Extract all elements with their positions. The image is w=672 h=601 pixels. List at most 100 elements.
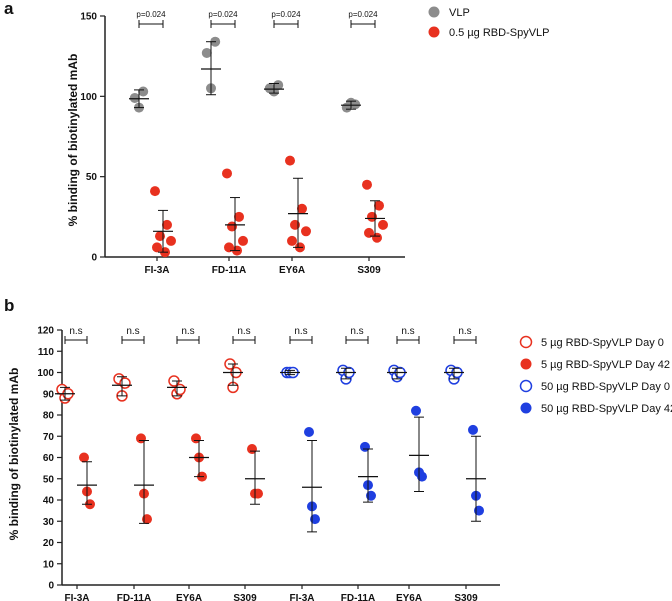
x-tick-label: FI-3A — [65, 593, 90, 601]
y-tick-label: 110 — [38, 347, 55, 358]
x-tick-label: S309 — [233, 593, 257, 601]
ns-label: n.s — [294, 326, 307, 337]
y-tick-label: 20 — [43, 538, 55, 549]
error-bar — [280, 369, 300, 376]
error-bar — [409, 416, 429, 492]
x-tick-label: FD-11A — [212, 265, 246, 276]
y-tick-label: 0 — [91, 253, 97, 264]
error-bar — [153, 209, 173, 253]
legend-marker — [428, 6, 440, 18]
error-bar — [77, 461, 97, 505]
rbd-spyvlp-point — [150, 186, 160, 197]
ns-label: n.s — [126, 326, 139, 337]
y-tick-label: 150 — [80, 12, 97, 23]
vlp-point — [273, 80, 284, 91]
error-bar — [55, 386, 75, 401]
p-value-label: p=0.024 — [208, 10, 238, 19]
x-tick-label: S309 — [454, 593, 478, 601]
error-bar — [201, 41, 221, 96]
vlp-point — [138, 86, 149, 97]
ns-label: n.s — [458, 326, 471, 337]
y-tick-label: 70 — [43, 432, 55, 443]
y-tick-label: 10 — [43, 559, 55, 570]
y-tick-label: 90 — [43, 389, 55, 400]
x-tick-label: EY6A — [176, 593, 202, 601]
x-tick-label: EY6A — [279, 265, 305, 276]
rbd-spyvlp-point — [234, 211, 244, 222]
legend-marker — [519, 335, 533, 349]
error-bar — [444, 367, 464, 380]
rbd-spyvlp-point — [374, 200, 384, 211]
error-bar — [189, 440, 209, 478]
rbd-spyvlp-point — [224, 242, 234, 253]
error-bar — [264, 82, 284, 94]
legend-label: 50 µg RBD-SpyVLP Day 0 — [541, 381, 670, 393]
rbd-spyvlp-point — [297, 203, 307, 214]
legend-label: 5 µg RBD-SpyVLP Day 0 — [541, 337, 664, 349]
rbd-spyvlp-point — [362, 179, 372, 190]
p-value-label: p=0.024 — [136, 10, 166, 19]
x-tick-label: EY6A — [396, 593, 422, 601]
y-tick-label: 80 — [43, 411, 55, 422]
vlp-point — [201, 47, 212, 58]
y-tick-label: 100 — [80, 92, 97, 103]
day42-point — [411, 405, 421, 416]
error-bar — [336, 367, 356, 380]
rbd-spyvlp-point — [287, 235, 297, 246]
vlp-point — [129, 92, 140, 103]
error-bar — [129, 89, 149, 109]
error-bar — [358, 448, 378, 503]
x-tick-label: FD-11A — [117, 593, 151, 601]
y-tick-label: 50 — [43, 474, 55, 485]
rbd-spyvlp-point — [152, 242, 162, 253]
panel-b-y-axis-label: % binding of biotinylated mAb — [7, 368, 21, 541]
p-value-label: p=0.024 — [271, 10, 301, 19]
y-tick-label: 0 — [48, 581, 54, 592]
p-value-label: p=0.024 — [348, 10, 378, 19]
error-bar — [245, 450, 265, 505]
x-tick-label: S309 — [357, 265, 381, 276]
error-bar — [112, 376, 132, 397]
vlp-point — [350, 99, 361, 110]
ns-label: n.s — [181, 326, 194, 337]
error-bar — [134, 440, 154, 524]
error-bar — [288, 177, 308, 248]
y-tick-label: 100 — [37, 368, 54, 379]
rbd-spyvlp-point — [238, 235, 248, 246]
y-tick-label: 50 — [86, 172, 98, 183]
rbd-spyvlp-point — [372, 232, 382, 243]
ns-label: n.s — [237, 326, 250, 337]
y-tick-label: 60 — [43, 453, 55, 464]
ns-label: n.s — [350, 326, 363, 337]
y-tick-label: 120 — [37, 326, 54, 337]
day42-point — [79, 452, 89, 463]
y-tick-label: 40 — [43, 496, 55, 507]
legend-label: VLP — [449, 7, 470, 19]
legend-marker — [428, 26, 440, 38]
day42-point — [304, 427, 314, 437]
rbd-spyvlp-point — [166, 235, 176, 246]
y-tick-label: 30 — [43, 517, 55, 528]
x-tick-label: FD-11A — [341, 593, 375, 601]
rbd-spyvlp-point — [285, 155, 295, 166]
legend-label: 0.5 µg RBD-SpyVLP — [449, 27, 550, 39]
error-bar — [341, 100, 361, 110]
error-bar — [387, 367, 407, 380]
x-tick-label: FI-3A — [145, 265, 170, 276]
rbd-spyvlp-point — [222, 168, 232, 179]
legend-label: 50 µg RBD-SpyVLP Day 42 — [541, 403, 672, 415]
error-bar — [223, 363, 243, 386]
error-bar — [225, 197, 245, 252]
error-bar — [365, 200, 385, 237]
panel-b-label: b — [4, 296, 14, 315]
rbd-spyvlp-point — [378, 219, 388, 230]
legend-marker — [520, 358, 532, 370]
rbd-spyvlp-point — [364, 227, 374, 238]
day42-point — [468, 424, 478, 435]
panel-a-label: a — [4, 0, 14, 18]
panel-a-y-axis-label: % binding of biotinylated mAb — [66, 54, 80, 227]
legend-label: 5 µg RBD-SpyVLP Day 42 — [541, 359, 670, 371]
x-tick-label: FI-3A — [290, 593, 315, 601]
rbd-spyvlp-point — [301, 226, 311, 237]
legend-marker — [519, 379, 533, 393]
